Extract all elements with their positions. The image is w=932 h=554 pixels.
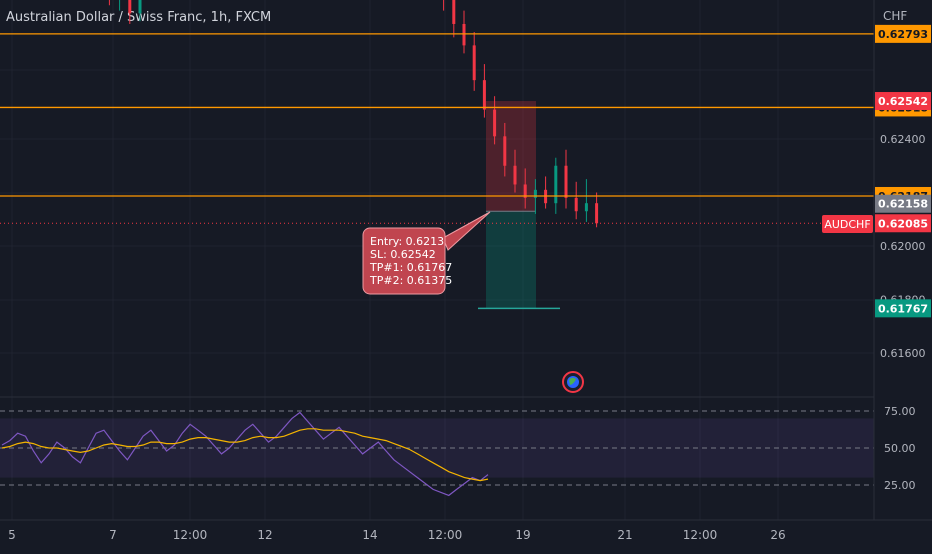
time-tick-label: 14 (362, 528, 377, 542)
candle-body (493, 109, 497, 137)
candle (128, 0, 132, 24)
candle-body (554, 165, 558, 204)
note-box (362, 227, 446, 295)
candle (523, 168, 527, 209)
rsi-tick-label: 50.00 (884, 442, 916, 455)
rsi-tick-label: 25.00 (884, 479, 916, 492)
time-tick-label: 12:00 (428, 528, 463, 542)
candle (462, 10, 466, 54)
symbol-badge (822, 215, 873, 233)
price-badge: 0.61767 (875, 299, 931, 318)
candle-body (584, 203, 588, 212)
candle (584, 179, 588, 222)
candle-body (138, 0, 142, 14)
price-badge-label: 0.62158 (878, 198, 928, 211)
price-axis-bg (874, 0, 932, 520)
price-badge: 0.62085 (875, 214, 931, 233)
price-badge-label: 0.61767 (878, 302, 928, 315)
candle-body (513, 165, 517, 185)
candle (493, 96, 497, 145)
candle (564, 149, 568, 209)
price-badge-bg (875, 194, 931, 213)
chart-title: Australian Dollar / Swiss Franc, 1h, FXC… (6, 10, 271, 25)
price-candles (108, 0, 599, 228)
candle-body (128, 0, 132, 14)
currency-label: CHF (883, 9, 907, 23)
candle-body (462, 23, 466, 46)
price-badge-bg (875, 92, 931, 111)
price-tick-label: 0.61600 (880, 347, 926, 360)
time-tick-label: 26 (770, 528, 785, 542)
time-tick-label: 21 (617, 528, 632, 542)
price-tick-label: 0.62400 (880, 133, 926, 146)
rsi-ma-line (1, 428, 489, 482)
time-tick-label: 5 (8, 528, 16, 542)
candle (503, 122, 507, 177)
candle (119, 0, 121, 11)
candle (574, 181, 578, 220)
price-badge: 0.62158 (875, 194, 931, 213)
rsi-axis: 75.00 50.00 25.00 (884, 405, 916, 492)
candle (482, 64, 486, 118)
price-badge: 0.62542 (875, 92, 931, 111)
candle-body (472, 45, 476, 81)
candle-body (523, 184, 527, 198)
symbol-badge-label: AUDCHF (824, 218, 870, 231)
note-line: TP#2: 0.61375 (369, 274, 452, 287)
globe-icon[interactable] (562, 371, 584, 393)
price-badge-label: 0.62793 (878, 28, 928, 41)
note-line: Entry: 0.6213 (370, 235, 444, 248)
rsi-tick-label: 75.00 (884, 405, 916, 418)
candle-body (564, 165, 568, 198)
price-badge-bg (875, 299, 931, 318)
note-pointer (442, 211, 491, 251)
candle (138, 0, 142, 22)
candle-body (452, 0, 456, 24)
note-line: SL: 0.62542 (370, 248, 436, 261)
candle (452, 0, 456, 38)
candle (443, 0, 445, 11)
time-axis[interactable]: 5 7 12:00 12 14 12:00 19 21 12:00 26 (8, 528, 785, 542)
position-note[interactable]: Entry: 0.6213 SL: 0.62542 TP#1: 0.61767 … (362, 211, 491, 295)
candle-body (482, 80, 486, 110)
price-badges: 0.627930.625180.621870.625420.621580.620… (875, 24, 931, 318)
take-profit-zone[interactable] (486, 211, 536, 309)
candle (513, 149, 517, 193)
candle (544, 176, 548, 209)
candle (595, 192, 599, 228)
chart-grid (0, 0, 874, 520)
time-tick-label: 12 (257, 528, 272, 542)
candle-body (533, 189, 537, 198)
time-tick-label: 7 (109, 528, 117, 542)
candle-body (574, 197, 578, 212)
price-badge-label: 0.62542 (878, 95, 928, 108)
price-tick-label: 0.62000 (880, 240, 926, 253)
price-badge-label: 0.62085 (878, 217, 928, 230)
time-tick-label: 19 (515, 528, 530, 542)
candle-body (503, 136, 507, 166)
candle (554, 157, 558, 214)
note-line: TP#1: 0.61767 (369, 261, 452, 274)
rsi-line (1, 411, 489, 497)
rsi-pane[interactable] (0, 410, 874, 497)
candle-body (595, 203, 599, 224)
price-badge-bg (875, 214, 931, 233)
price-badge-bg (875, 24, 931, 43)
candle (472, 32, 476, 91)
candle (108, 0, 110, 6)
short-position-tool[interactable] (478, 101, 560, 310)
horizontal-lines[interactable] (0, 33, 874, 224)
time-tick-label: 12:00 (173, 528, 208, 542)
time-tick-label: 12:00 (683, 528, 718, 542)
price-badge: 0.62793 (875, 24, 931, 43)
